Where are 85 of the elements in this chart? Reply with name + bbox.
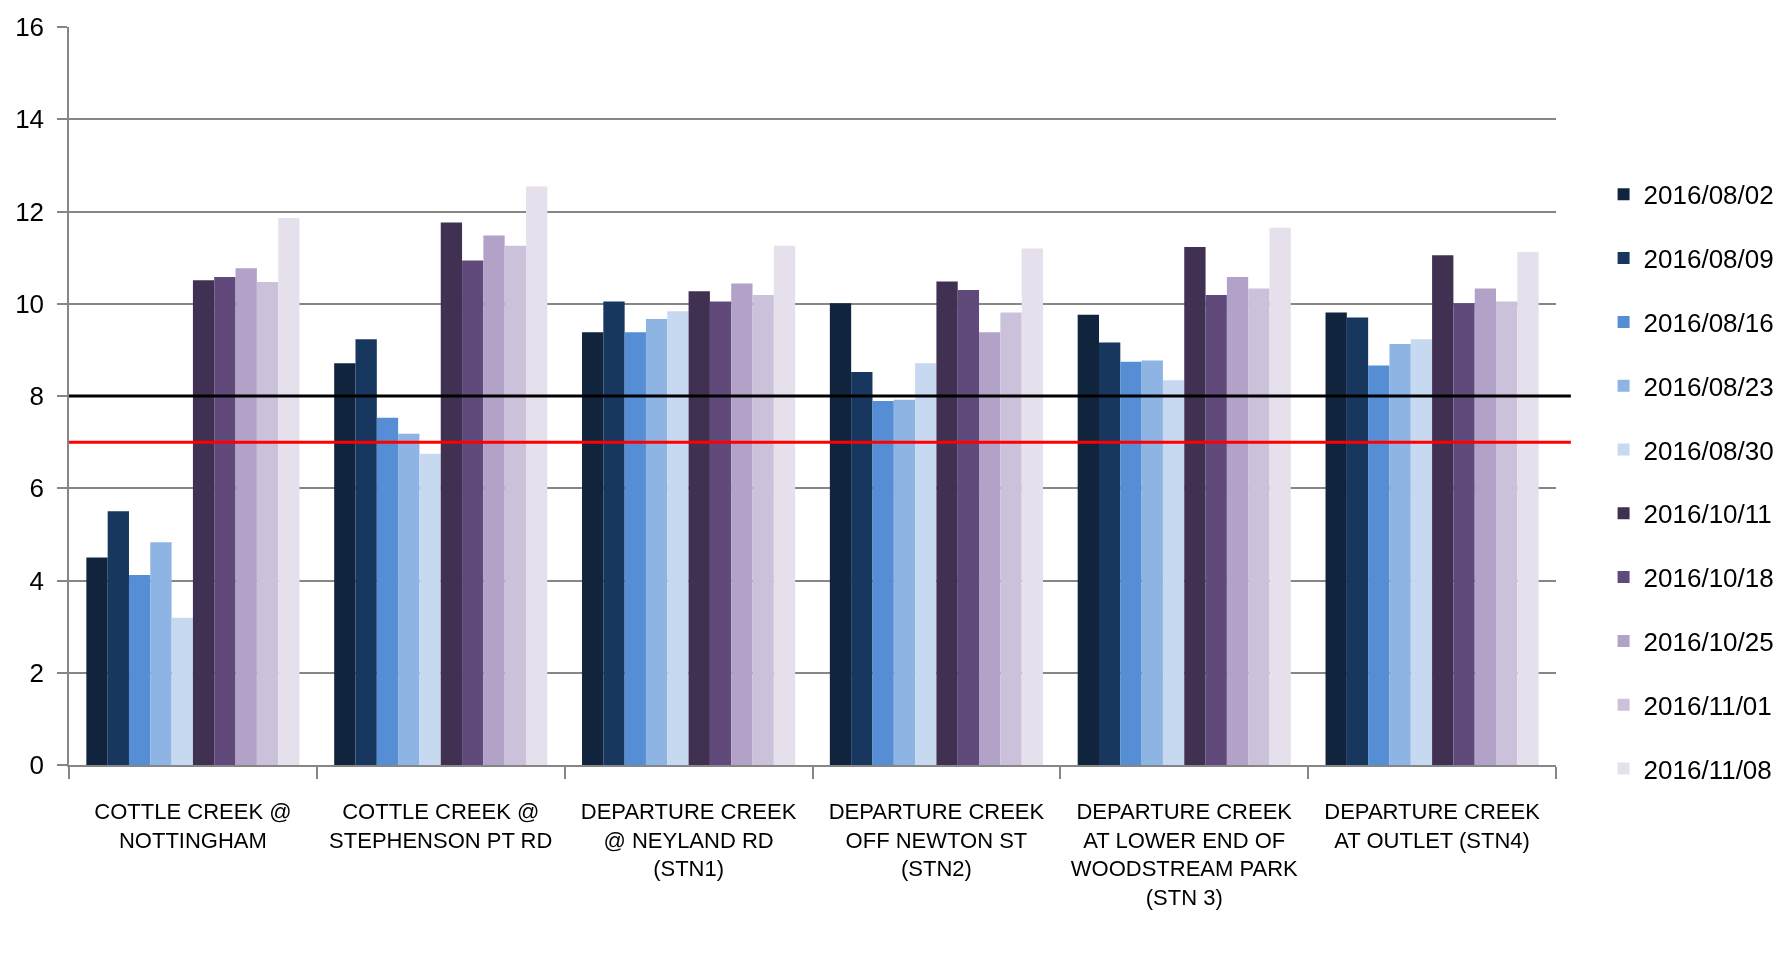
bar [851,372,873,765]
bar [624,332,646,765]
bar [1325,312,1347,765]
legend-label: 2016/08/23 [1643,371,1774,402]
x-tick-label: DEPARTURE CREEK AT LOWER END OF WOODSTREAM PARK (STN 3) [1070,799,1299,910]
legend-label: 2016/08/16 [1643,308,1774,339]
y-tick-label: 4 [29,565,45,596]
bar [1000,312,1022,765]
bar [398,433,420,765]
legend-label: 2016/10/11 [1643,499,1772,530]
bar [1368,365,1390,765]
bar [752,294,774,765]
bar [1517,252,1539,765]
y-tick-label: 14 [15,104,45,135]
bar [1496,301,1518,765]
x-tick-label: COTTLE CREEK @ STEPHENSON PT RD [329,799,553,853]
bar [1141,360,1163,765]
bar [334,363,356,765]
bar [235,268,257,765]
bar [128,574,151,765]
bar [1474,288,1497,765]
bar [355,339,377,765]
legend-label: 2016/10/18 [1643,563,1774,594]
bar [893,399,916,765]
bar [1248,288,1270,765]
legend-label: 2016/08/09 [1643,244,1774,275]
bar [504,245,526,765]
bar [150,542,172,765]
bar [667,311,689,765]
bar [256,282,279,765]
bar [86,557,108,765]
bar [829,303,852,765]
bar [107,511,129,765]
bar [278,217,300,765]
bar [440,222,463,765]
bar [419,453,441,765]
bar [979,332,1001,765]
bar [1453,303,1475,765]
legend-label: 2016/08/30 [1643,435,1774,466]
bar [936,281,958,765]
y-tick-label: 12 [15,196,45,227]
bar [1346,317,1369,765]
y-tick-label: 2 [29,657,45,688]
y-tick-label: 6 [29,473,45,504]
bar [1099,342,1121,765]
legend-label: 2016/11/01 [1643,690,1772,721]
x-tick-label: DEPARTURE CREEK @ NEYLAND RD (STN1) [580,799,797,882]
bar [1205,294,1227,765]
x-tick-label: COTTLE CREEK @ NOTTINGHAM [94,799,292,853]
bar [1226,277,1249,765]
bar [214,277,236,765]
bar [1410,339,1433,765]
bar [1077,314,1099,765]
y-tick-label: 10 [15,288,45,319]
y-tick-label: 0 [29,750,45,781]
bar [483,235,505,765]
bar [709,301,732,765]
bar [376,417,399,765]
bar [1120,361,1142,765]
x-tick-label: DEPARTURE CREEK AT OUTLET (STN4) [1324,799,1541,853]
y-tick-label: 16 [15,12,45,43]
bar [171,617,193,765]
bar [915,363,937,765]
legend-label: 2016/11/08 [1643,754,1772,785]
x-tick-label: DEPARTURE CREEK OFF NEWTON ST (STN2) [828,799,1045,882]
bar [688,291,710,765]
bar [1389,343,1411,765]
legend-label: 2016/10/25 [1643,627,1774,658]
bar [773,245,796,765]
bar [957,289,980,765]
bar [582,332,604,765]
legend-label: 2016/08/02 [1643,180,1774,211]
bar [1269,227,1291,765]
bar [603,301,625,765]
bar [192,280,215,765]
bar [645,318,668,765]
bar [1184,247,1206,765]
bar [1021,248,1043,765]
bar [462,260,484,765]
bar [526,186,548,765]
y-tick-label: 8 [29,381,45,412]
bar [872,401,894,765]
bar [1162,380,1185,765]
bar [1432,255,1454,765]
bar [731,283,753,765]
